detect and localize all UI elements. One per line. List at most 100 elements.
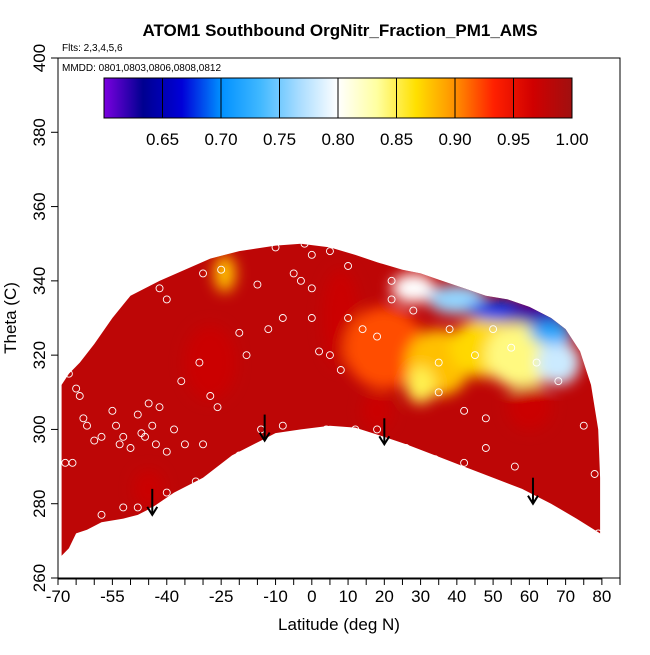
sample-point xyxy=(365,247,374,256)
field-cell xyxy=(391,273,436,304)
sample-point xyxy=(162,295,171,304)
field-cell xyxy=(406,366,436,404)
colorbar-tick-label: 1.00 xyxy=(555,130,588,149)
sample-point xyxy=(336,366,345,374)
sample-point xyxy=(289,269,298,278)
sample-point xyxy=(307,250,316,259)
sample-point xyxy=(235,328,244,337)
field-cell xyxy=(507,303,566,326)
x-tick-label: 40 xyxy=(447,587,466,606)
y-tick-label: 300 xyxy=(30,415,49,443)
y-axis-label: Theta (C) xyxy=(1,282,20,354)
sample-point xyxy=(119,432,128,441)
sample-point xyxy=(568,321,577,330)
down-arrow xyxy=(527,477,539,506)
sample-point xyxy=(170,425,178,434)
sample-point xyxy=(155,284,164,293)
x-tick-label: 20 xyxy=(375,587,394,606)
dates-note: MMDD: 0801,0803,0806,0808,0812 xyxy=(62,63,221,74)
down-arrow xyxy=(258,414,271,443)
sample-point xyxy=(373,425,382,434)
field-cell xyxy=(362,392,392,430)
sample-point xyxy=(307,284,316,293)
field-cell xyxy=(344,306,425,389)
sample-point xyxy=(75,392,84,400)
sample-point xyxy=(162,447,171,456)
sample-point xyxy=(510,462,519,471)
sample-point xyxy=(235,451,244,460)
sample-point xyxy=(115,440,124,449)
sample-point xyxy=(322,425,331,434)
y-tick-label: 400 xyxy=(30,44,49,72)
x-axis: -70 -55 -40 -25 -10 0 10 20 30 40 50 60 70 80 xyxy=(46,578,621,606)
sample-point xyxy=(162,488,171,497)
sample-point xyxy=(315,347,324,356)
sample-point xyxy=(195,358,204,367)
field-cell xyxy=(529,321,573,344)
sample-point xyxy=(460,406,469,415)
sample-point xyxy=(126,444,135,452)
sample-point xyxy=(431,455,440,464)
colorbar-tick-label: 0.75 xyxy=(263,130,296,149)
sample-point xyxy=(141,432,149,441)
sample-point xyxy=(554,377,563,386)
sample-points xyxy=(61,239,603,538)
sample-point xyxy=(507,343,516,352)
colorbar-tick-label: 0.70 xyxy=(204,130,237,149)
colorbar-tick-label: 0.85 xyxy=(380,130,413,149)
sample-point xyxy=(264,325,273,334)
sample-point xyxy=(180,440,189,449)
y-tick-label: 360 xyxy=(30,192,49,220)
y-tick-label: 280 xyxy=(30,490,49,518)
sample-point xyxy=(373,332,382,341)
sample-point xyxy=(144,399,153,408)
sample-point xyxy=(155,403,164,412)
sample-point xyxy=(594,529,603,538)
field-cells xyxy=(134,254,581,508)
y-tick-label: 380 xyxy=(30,118,49,146)
sample-point xyxy=(148,421,157,430)
sample-point xyxy=(133,410,142,419)
sample-point xyxy=(271,243,280,252)
sample-point xyxy=(387,295,396,304)
x-tick-label: -25 xyxy=(209,587,234,606)
sample-point xyxy=(64,369,73,378)
sample-point xyxy=(119,503,128,512)
y-tick-label: 260 xyxy=(30,564,49,592)
sample-point xyxy=(151,440,160,449)
sample-point xyxy=(72,384,81,393)
sample-point xyxy=(471,351,479,360)
colorbar-tick-label: 0.90 xyxy=(438,130,471,149)
sample-point xyxy=(590,470,599,478)
field-cell xyxy=(213,254,236,292)
sample-point xyxy=(278,314,287,322)
flights-note: Flts: 2,3,4,5,6 xyxy=(62,43,123,54)
sample-point xyxy=(133,503,142,512)
sample-point xyxy=(409,306,418,315)
sample-point xyxy=(213,403,222,412)
x-axis-label: Latitude (deg N) xyxy=(278,615,400,634)
field-cell xyxy=(507,384,552,430)
y-axis: 260 280 300 320 340 360 380 400 xyxy=(30,44,59,592)
sample-point xyxy=(307,314,316,322)
x-tick-label: -70 xyxy=(46,587,71,606)
y-tick-label: 320 xyxy=(30,341,49,369)
sample-point xyxy=(300,239,309,248)
sample-point xyxy=(445,325,454,334)
sample-point xyxy=(83,421,91,430)
x-tick-label: -40 xyxy=(154,587,179,606)
x-tick-label: 0 xyxy=(307,587,316,606)
sample-point xyxy=(387,276,396,285)
sample-point xyxy=(97,432,106,441)
sample-point xyxy=(61,458,70,467)
chart-title: ATOM1 Southbound OrgNitr_Fraction_PM1_AM… xyxy=(142,21,537,40)
sample-point xyxy=(460,458,469,467)
sample-point xyxy=(351,425,360,434)
colorbar-tick-label: 0.65 xyxy=(146,130,179,149)
sample-point xyxy=(296,276,305,285)
sample-point xyxy=(434,358,443,367)
sample-point xyxy=(325,351,334,360)
x-tick-label: 70 xyxy=(556,587,575,606)
